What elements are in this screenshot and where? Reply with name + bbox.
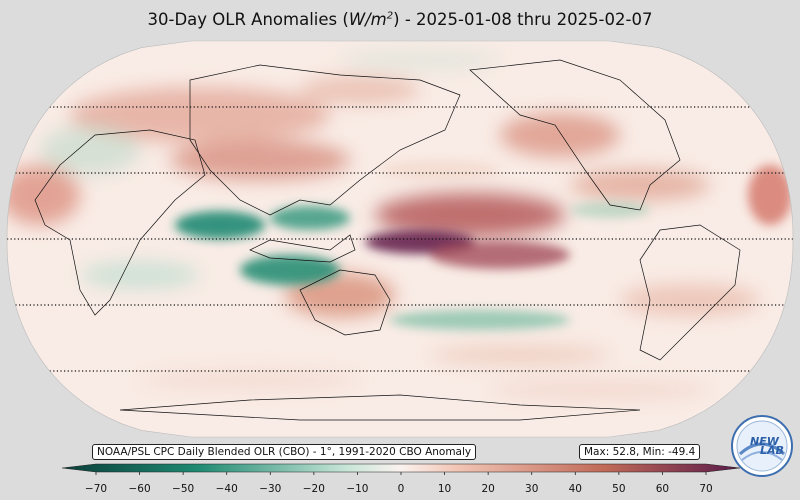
anomaly-blob — [40, 125, 140, 175]
coastline — [469, 59, 681, 211]
colorbar-gradient — [61, 463, 741, 473]
coastline — [34, 129, 206, 316]
anomaly-blob — [300, 76, 420, 104]
anomaly-blob — [380, 160, 500, 180]
colorbar-tick-label: 0 — [397, 483, 405, 495]
anomaly-blob — [7, 165, 80, 225]
globe-outline — [6, 40, 794, 438]
colorbar-tick-label: −40 — [215, 483, 238, 495]
anomaly-blob — [430, 241, 570, 269]
anomaly-blob — [490, 380, 710, 400]
coastline — [189, 64, 461, 216]
colorbar-tick-label: −70 — [84, 483, 108, 495]
coastline — [639, 224, 741, 361]
anomaly-blob — [80, 261, 200, 289]
anomaly-blob — [570, 169, 710, 201]
anomaly-blob — [140, 370, 360, 390]
colorbar-tick-label: 10 — [437, 483, 452, 495]
coastline — [299, 269, 391, 336]
colorbar-tick-label: 40 — [568, 483, 582, 495]
colorbar-tick-label: −10 — [346, 483, 369, 495]
anomaly-blob — [375, 193, 565, 237]
noaa-lab-logo-icon: NEW LAB — [731, 415, 793, 477]
colorbar-tick-label: −60 — [128, 483, 151, 495]
max-min-label: Max: 52.8, Min: -49.4 — [579, 444, 701, 460]
anomaly-blob — [175, 211, 265, 239]
anomaly-blob — [170, 140, 350, 180]
coastline — [119, 394, 641, 421]
colorbar-tick-label: −50 — [172, 483, 195, 495]
colorbar-tick-label: 20 — [481, 483, 495, 495]
colorbar-tick-label: −30 — [259, 483, 282, 495]
svg-text:LAB: LAB — [760, 444, 784, 457]
data-source-label: NOAA/PSL CPC Daily Blended OLR (CBO) - 1… — [92, 444, 477, 460]
colorbar-tick-label: −20 — [302, 483, 325, 495]
anomaly-blob — [570, 202, 650, 218]
colorbar-tick-label: 70 — [699, 483, 713, 495]
anomaly-field — [7, 41, 793, 437]
svg-text:NEW: NEW — [750, 435, 780, 448]
colorbar — [61, 463, 741, 475]
anomaly-blob — [70, 87, 330, 143]
anomaly-blob — [748, 165, 792, 225]
colorbar-tick-label: 30 — [525, 483, 539, 495]
colorbar-tick-label: 50 — [612, 483, 626, 495]
map-canvas[interactable] — [0, 0, 800, 456]
anomaly-blob — [390, 310, 570, 330]
colorbar-tick-label: 60 — [655, 483, 670, 495]
coastline — [249, 234, 356, 263]
anomaly-blob — [500, 113, 620, 157]
anomaly-blob — [340, 50, 500, 70]
anomaly-blob — [270, 206, 350, 230]
anomaly-blob — [430, 345, 610, 365]
anomaly-blob — [240, 255, 340, 285]
anomaly-blob — [620, 284, 760, 316]
map-title: 30-Day OLR Anomalies (W/m2) - 2025-01-08… — [147, 10, 653, 29]
